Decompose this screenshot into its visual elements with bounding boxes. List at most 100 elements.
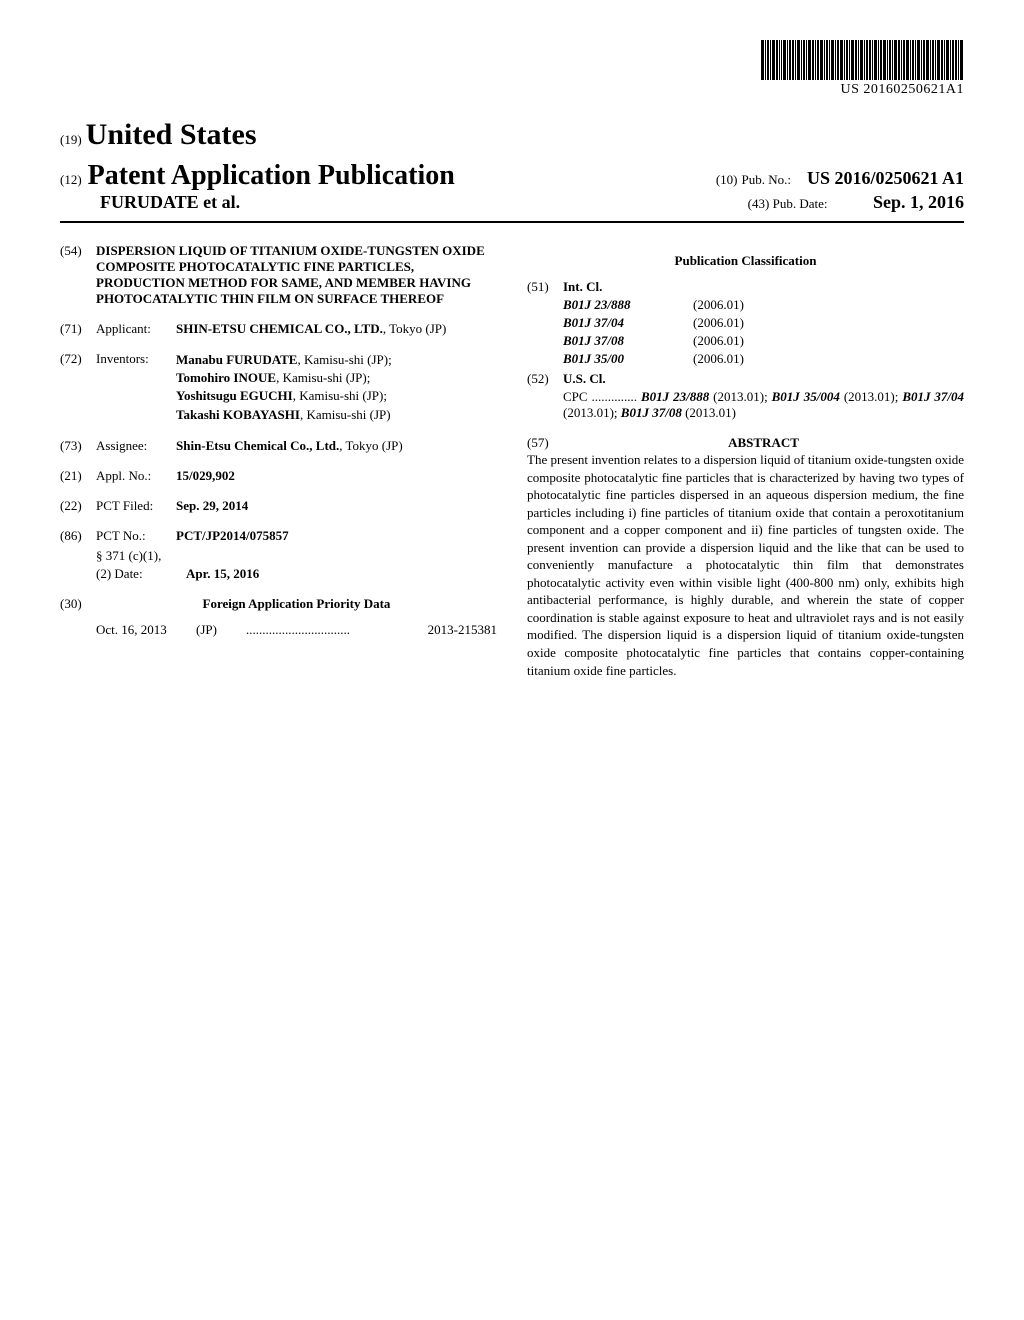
pct-no-code: (86) [60,528,96,544]
country-name: United States [86,118,257,151]
applicant-label: Applicant: [96,321,176,337]
intcl-item: B01J 37/04 (2006.01) [563,315,964,331]
appl-label: Appl. No.: [96,468,176,484]
appl-no: 15/029,902 [176,468,497,484]
inventor-loc: , Kamisu-shi (JP) [300,407,391,422]
intcl-code: (51) [527,279,563,295]
s371-label-row: § 371 (c)(1), [96,548,497,564]
inventors-field: (72) Inventors: Manabu FURUDATE, Kamisu-… [60,351,497,424]
pct-filed-date: Sep. 29, 2014 [176,498,497,514]
assignee-label: Assignee: [96,438,176,454]
abstract-label: ABSTRACT [563,435,964,451]
assignee-location: , Tokyo (JP) [339,438,403,453]
s371-date-label: (2) Date: [96,566,186,582]
intcl-items: B01J 23/888 (2006.01) B01J 37/04 (2006.0… [563,297,964,367]
cpc-date: (2013.01); [844,389,899,404]
cpc-line: CPC .............. B01J 23/888 (2013.01)… [563,389,964,421]
intcl-symbol: B01J 37/04 [563,315,693,331]
pub-date-value: Sep. 1, 2016 [873,192,964,212]
priority-header: Foreign Application Priority Data [96,596,497,612]
pct-filed-label: PCT Filed: [96,498,176,514]
title-section: (19) United States [60,118,964,152]
cpc-symbol: B01J 23/888 [641,389,709,404]
cpc-prefix: CPC .............. [563,389,637,404]
applicant-location: , Tokyo (JP) [383,321,447,336]
right-column: Publication Classification (51) Int. Cl.… [527,243,964,679]
assignee-code: (73) [60,438,96,454]
cpc-date: (2013.01) [685,405,736,420]
intcl-item: B01J 37/08 (2006.01) [563,333,964,349]
priority-date: Oct. 16, 2013 [96,622,196,638]
classification-header: Publication Classification [527,253,964,269]
publication-type: Patent Application Publication [88,160,455,192]
author-row: FURUDATE et al. (43) Pub. Date: Sep. 1, … [60,192,964,213]
s371-date-row: (2) Date: Apr. 15, 2016 [96,566,497,582]
priority-country: (JP) [196,622,246,638]
intcl-symbol: B01J 35/00 [563,351,693,367]
priority-code-row: (30) Foreign Application Priority Data [60,596,497,612]
inventor-name: Manabu FURUDATE [176,352,297,367]
pub-date-label: Pub. Date: [773,196,828,211]
assignee-name: Shin-Etsu Chemical Co., Ltd. [176,438,339,453]
pub-no-code: (10) [716,172,738,187]
invention-title-field: (54) DISPERSION LIQUID OF TITANIUM OXIDE… [60,243,497,307]
uscl-label: U.S. Cl. [563,371,613,387]
intcl-date: (2006.01) [693,333,793,349]
uscl-code: (52) [527,371,563,387]
pct-filed-code: (22) [60,498,96,514]
applicant-name: SHIN-ETSU CHEMICAL CO., LTD. [176,321,383,336]
publication-row: (12) Patent Application Publication (10)… [60,160,964,192]
assignee-field: (73) Assignee: Shin-Etsu Chemical Co., L… [60,438,497,454]
inventor-loc: , Kamisu-shi (JP); [297,352,391,367]
cpc-symbol: B01J 37/08 [621,405,682,420]
intcl-date: (2006.01) [693,351,793,367]
author-names: FURUDATE et al. [100,192,240,213]
intcl-symbol: B01J 37/08 [563,333,693,349]
inventor-loc: , Kamisu-shi (JP); [293,388,387,403]
header-barcode-block: US 20160250621A1 [60,40,964,98]
appl-no-field: (21) Appl. No.: 15/029,902 [60,468,497,484]
intcl-date: (2006.01) [693,297,793,313]
pub-no-value: US 2016/0250621 A1 [807,168,964,188]
s371-label: § 371 (c)(1), [96,548,186,564]
pub-no-label: Pub. No.: [741,172,790,187]
cpc-date: (2013.01); [713,389,768,404]
inventor-loc: , Kamisu-shi (JP); [276,370,370,385]
left-column: (54) DISPERSION LIQUID OF TITANIUM OXIDE… [60,243,497,679]
intcl-symbol: B01J 23/888 [563,297,693,313]
priority-number: 2013-215381 [428,622,497,638]
applicant-code: (71) [60,321,96,337]
appl-code: (21) [60,468,96,484]
inventors-label: Inventors: [96,351,176,367]
cpc-symbol: B01J 37/04 [902,389,964,404]
priority-code: (30) [60,596,96,612]
inventor-name: Tomohiro INOUE [176,370,276,385]
priority-data-row: Oct. 16, 2013 (JP) .....................… [96,622,497,638]
inventors-code: (72) [60,351,96,367]
kind-code: (19) [60,132,82,147]
intcl-item: B01J 23/888 (2006.01) [563,297,964,313]
cpc-date: (2013.01); [563,405,618,420]
intcl-item: B01J 35/00 (2006.01) [563,351,964,367]
barcode-graphic [761,40,964,80]
document-id: US 20160250621A1 [60,82,964,98]
applicant-field: (71) Applicant: SHIN-ETSU CHEMICAL CO., … [60,321,497,337]
uscl-row: (52) U.S. Cl. [527,371,964,387]
invention-title: DISPERSION LIQUID OF TITANIUM OXIDE-TUNG… [96,243,497,307]
pub-code: (12) [60,172,82,188]
inventor-name: Takashi KOBAYASHI [176,407,300,422]
title-code: (54) [60,243,96,259]
pct-no-label: PCT No.: [96,528,176,544]
intcl-row: (51) Int. Cl. [527,279,964,295]
s371-date: Apr. 15, 2016 [186,566,259,582]
main-columns: (54) DISPERSION LIQUID OF TITANIUM OXIDE… [60,243,964,679]
pct-no: PCT/JP2014/075857 [176,528,497,544]
intcl-label: Int. Cl. [563,279,613,295]
pct-filed-field: (22) PCT Filed: Sep. 29, 2014 [60,498,497,514]
pct-no-field: (86) PCT No.: PCT/JP2014/075857 [60,528,497,544]
inventors-list: Manabu FURUDATE, Kamisu-shi (JP); Tomohi… [176,351,497,424]
abstract-text: The present invention relates to a dispe… [527,451,964,679]
divider-line [60,221,964,223]
priority-dots: ................................ [246,622,428,638]
abstract-header-row: (57) ABSTRACT [527,435,964,451]
